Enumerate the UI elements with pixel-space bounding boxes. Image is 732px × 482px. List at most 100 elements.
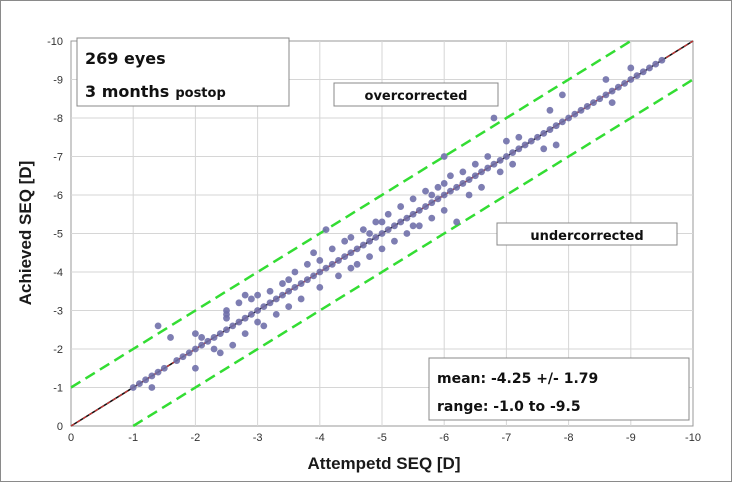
data-point	[335, 272, 342, 280]
data-point	[428, 214, 436, 222]
data-point	[447, 187, 454, 195]
data-point	[428, 191, 436, 199]
data-points	[129, 56, 666, 391]
data-point	[571, 110, 579, 118]
data-point	[235, 299, 243, 307]
data-point	[565, 114, 572, 122]
data-point	[596, 95, 604, 103]
data-point	[322, 264, 330, 272]
data-point	[415, 222, 423, 230]
data-point	[310, 272, 317, 280]
data-point	[509, 160, 517, 168]
undercorrected-box: undercorrected	[496, 222, 678, 246]
data-point	[552, 122, 560, 130]
data-point	[272, 310, 280, 318]
x-axis-title: Attempetd SEQ [D]	[308, 454, 461, 473]
data-point	[303, 276, 311, 284]
data-point	[440, 153, 448, 160]
data-point	[422, 203, 429, 210]
data-point	[372, 218, 380, 226]
data-point	[285, 287, 293, 295]
data-point	[297, 295, 305, 303]
data-point	[583, 103, 591, 110]
data-point	[291, 284, 299, 291]
data-point	[266, 287, 274, 295]
data-point	[198, 341, 206, 349]
data-point	[447, 172, 454, 180]
data-point	[534, 133, 541, 141]
data-point	[192, 364, 199, 372]
data-point	[266, 299, 274, 307]
y-tick-label: -2	[53, 344, 63, 356]
data-point	[415, 207, 423, 214]
data-point	[552, 141, 560, 149]
data-point	[496, 156, 504, 164]
data-point	[254, 307, 261, 314]
data-point	[260, 322, 268, 330]
y-tick-label: -9	[53, 75, 63, 87]
x-tick-label: 0	[68, 432, 74, 444]
data-point	[465, 191, 473, 199]
data-point	[633, 72, 641, 80]
data-point	[397, 218, 405, 226]
data-point	[316, 257, 324, 264]
data-point	[328, 260, 336, 268]
data-point	[272, 295, 280, 303]
data-point	[210, 334, 218, 341]
data-point	[614, 83, 622, 91]
data-point	[285, 303, 293, 311]
y-tick-label: -10	[47, 36, 63, 48]
data-point	[608, 87, 616, 95]
x-tick-label: -4	[315, 432, 325, 444]
data-point	[378, 245, 386, 253]
data-point	[366, 230, 373, 237]
data-point	[459, 168, 467, 176]
data-point	[453, 183, 461, 191]
y-tick-label: -3	[53, 306, 63, 318]
postop-line: 3 months postop	[85, 82, 226, 101]
data-point	[540, 130, 548, 137]
data-point	[154, 322, 162, 330]
x-tick-label: -6	[439, 432, 449, 444]
data-point	[409, 195, 417, 203]
data-point	[279, 291, 286, 299]
data-point	[546, 126, 554, 133]
data-point	[384, 210, 392, 218]
data-point	[527, 137, 535, 145]
data-point	[229, 341, 237, 349]
data-point	[223, 310, 230, 318]
mean-label: mean: -4.25 +/- 1.79	[437, 371, 598, 387]
data-point	[409, 222, 417, 230]
data-point	[366, 237, 373, 245]
data-point	[391, 237, 398, 245]
data-point	[478, 168, 485, 176]
data-point	[496, 168, 504, 176]
data-point	[490, 160, 498, 168]
data-point	[378, 218, 386, 226]
overcorrected-box: overcorrected	[333, 82, 499, 107]
data-point	[185, 349, 193, 357]
data-point	[353, 245, 361, 253]
data-point	[160, 364, 168, 372]
data-point	[471, 160, 479, 168]
data-point	[198, 334, 206, 341]
x-tick-label: -8	[564, 432, 574, 444]
data-point	[142, 376, 150, 384]
y-tick-label: -1	[53, 383, 63, 395]
data-point	[279, 280, 286, 287]
data-point	[353, 260, 361, 268]
data-point	[291, 268, 299, 276]
data-point	[546, 106, 554, 114]
data-point	[602, 91, 610, 99]
data-point	[241, 330, 249, 337]
data-point	[558, 91, 566, 99]
data-point	[129, 384, 137, 391]
data-point	[297, 280, 305, 287]
data-point	[247, 295, 255, 303]
x-tick-label: -1	[128, 432, 138, 444]
data-point	[229, 322, 237, 330]
data-point	[154, 368, 162, 376]
data-point	[216, 330, 224, 337]
data-point	[378, 230, 386, 237]
y-tick-label: -4	[53, 267, 63, 279]
